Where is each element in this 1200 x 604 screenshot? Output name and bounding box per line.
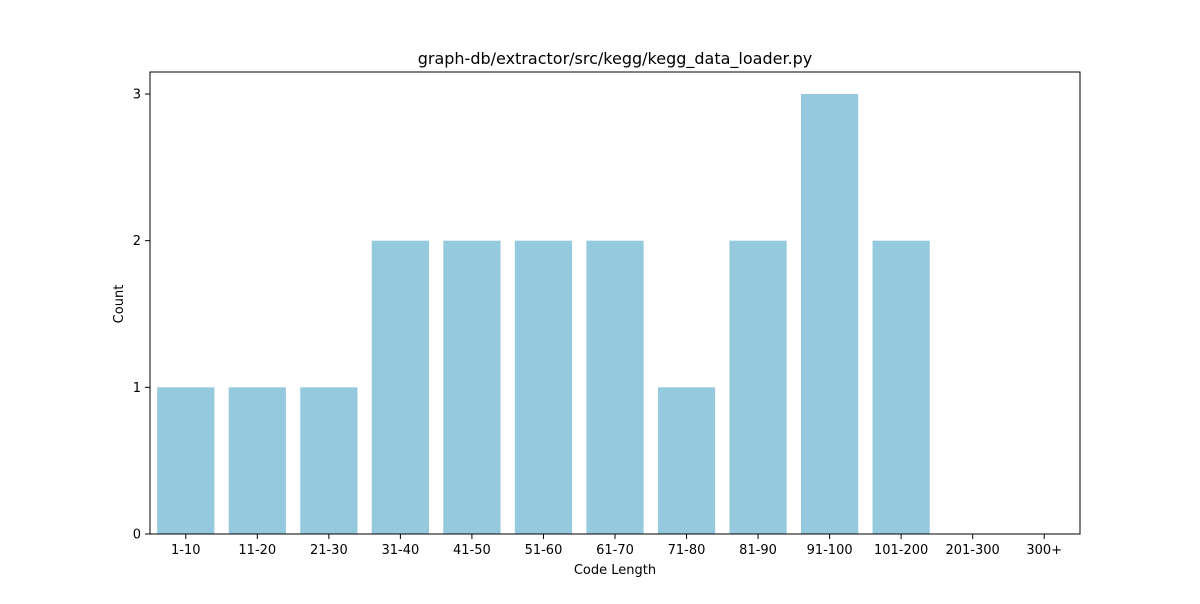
plot-frame (149, 71, 1081, 535)
bars-layer (157, 94, 930, 534)
x-tick-label: 21-30 (310, 543, 348, 558)
x-axis: 1-10 11-20 21-30 31-40 41-50 51-60 61-70 71-80 8… (171, 534, 1062, 558)
x-tick-label: 300+ (1026, 543, 1062, 558)
y-axis-label: Count (112, 285, 127, 324)
x-tick-label: 41-50 (453, 543, 491, 558)
y-tick-label: 1 (133, 381, 141, 396)
x-tick-label: 201-300 (946, 543, 1000, 558)
bar-71-80 (657, 387, 716, 534)
bar-81-90 (729, 240, 787, 534)
x-tick-label: 1-10 (171, 543, 201, 558)
y-tick-label: 2 (133, 234, 141, 249)
x-tick-label: 51-60 (525, 543, 563, 558)
x-tick-label: 61-70 (596, 543, 634, 558)
x-tick-label: 31-40 (381, 543, 419, 558)
bar-21-30 (300, 387, 358, 534)
x-tick-label: 91-100 (807, 543, 853, 558)
bar-1-10 (157, 387, 215, 534)
y-axis: 0 1 2 3 (133, 88, 150, 543)
bar-91-100 (801, 94, 859, 534)
x-tick-label: 81-90 (739, 543, 777, 558)
bar-11-20 (228, 387, 286, 534)
bar-101-200 (872, 240, 930, 534)
x-tick-label: 11-20 (238, 543, 276, 558)
bar-61-70 (586, 240, 644, 534)
chart-title: graph-db/extractor/src/kegg/kegg_data_lo… (418, 49, 813, 69)
x-axis-label: Code Length (574, 563, 656, 578)
bar-41-50 (443, 240, 501, 534)
x-tick-label: 71-80 (668, 543, 706, 558)
y-tick-label: 3 (133, 88, 141, 103)
bar-31-40 (371, 240, 429, 534)
bar-51-60 (514, 240, 573, 534)
y-tick-label: 0 (133, 528, 141, 543)
x-tick-label: 101-200 (874, 543, 928, 558)
